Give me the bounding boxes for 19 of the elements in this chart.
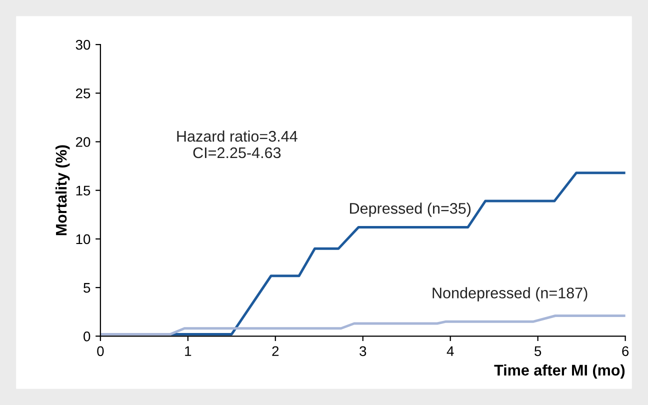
y-tick-label: 15 — [76, 186, 90, 196]
y-tick-label: 5 — [84, 283, 90, 293]
x-tick-label: 5 — [534, 346, 542, 356]
x-tick-label: 4 — [446, 346, 454, 356]
y-axis-title: Mortality (%) — [55, 145, 70, 236]
y-tick-label: 30 — [76, 40, 90, 50]
x-tick-label: 6 — [622, 346, 629, 356]
x-tick-label: 2 — [272, 346, 279, 356]
x-tick-label: 3 — [360, 346, 366, 356]
y-tick-label: 25 — [76, 88, 90, 98]
x-tick-label: 0 — [97, 346, 104, 356]
y-tick-label: 0 — [84, 331, 90, 342]
series-label: Depressed (n=35) — [350, 202, 471, 217]
series-label: Nondepressed (n=187) — [432, 287, 588, 302]
x-tick-label: 1 — [185, 346, 192, 356]
y-tick-label: 10 — [76, 234, 90, 244]
x-axis-title: Time after MI (mo) — [494, 364, 625, 379]
annotation: Hazard ratio=3.44 CI=2.25-4.63 — [177, 130, 298, 158]
y-tick-label: 20 — [76, 137, 90, 147]
